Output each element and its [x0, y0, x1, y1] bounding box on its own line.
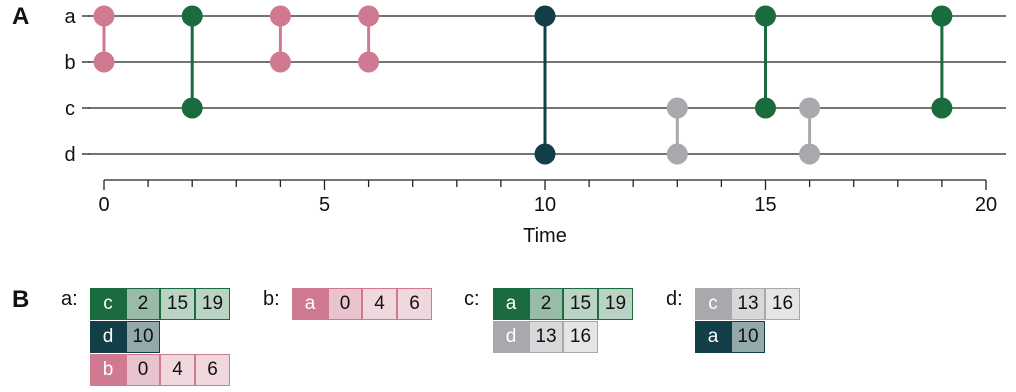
table-key-cell: d	[90, 321, 126, 353]
adjacency-tables: a: c 2 15 19 d 10 b 0 4 6 b: a 0 4 6 c: a 2 15 19 d 13 16 d: c 13 1…	[0, 280, 1016, 392]
table-time-cell: 0	[328, 288, 362, 320]
event-dot	[931, 97, 953, 119]
x-tick-label: 10	[534, 194, 556, 216]
table-time-cell: 15	[160, 288, 195, 320]
event-dot	[269, 5, 291, 27]
table-key-cell: c	[695, 288, 731, 320]
table-time-cell: 19	[195, 288, 230, 320]
table-time-cell: 0	[126, 354, 160, 386]
node-label-c: c	[65, 98, 75, 120]
table-time-cell: 19	[598, 288, 633, 320]
event-dot	[755, 5, 776, 27]
event-dot	[666, 97, 688, 119]
table-time-cell: 4	[362, 288, 397, 320]
x-tick-label: 0	[98, 194, 109, 216]
table-time-cell: 6	[397, 288, 432, 320]
x-tick-label: 20	[975, 194, 997, 216]
table-node-label: b:	[263, 288, 280, 310]
event-dot	[755, 97, 776, 119]
event-dot	[534, 5, 556, 27]
node-label-d: d	[64, 144, 75, 166]
table-key-cell: c	[90, 288, 126, 320]
event-dot	[799, 97, 821, 119]
table-time-cell: 2	[529, 288, 563, 320]
table-key-cell: b	[90, 354, 126, 386]
x-tick-label: 5	[319, 194, 330, 216]
table-node-label: a:	[61, 288, 78, 310]
event-dot	[358, 5, 380, 27]
event-dot	[93, 51, 115, 73]
table-key-cell: a	[292, 288, 328, 320]
table-key-cell: d	[493, 321, 529, 353]
event-dot	[666, 143, 688, 165]
table-time-cell: 2	[126, 288, 160, 320]
timeline-diagram: a b c d 0 5 10 15 20 Time	[64, 5, 1006, 247]
x-axis-title: Time	[523, 225, 567, 247]
event-dot	[269, 51, 291, 73]
table-time-cell: 6	[195, 354, 230, 386]
table-time-cell: 15	[563, 288, 598, 320]
table-node-label: d:	[666, 288, 683, 310]
table-key-cell: a	[695, 321, 731, 353]
table-time-cell: 16	[563, 321, 598, 353]
x-tick-label: 15	[754, 194, 776, 216]
event-dot	[181, 97, 203, 119]
panel-b-label: B	[12, 286, 30, 313]
event-dot	[181, 5, 203, 27]
table-time-cell: 16	[765, 288, 800, 320]
node-label-b: b	[64, 52, 75, 74]
event-dot	[358, 51, 380, 73]
table-time-cell: 10	[731, 321, 765, 353]
event-dot	[534, 143, 556, 165]
panel-a-label: A	[12, 3, 30, 30]
table-time-cell: 4	[160, 354, 195, 386]
event-dot	[931, 5, 953, 27]
table-time-cell: 13	[529, 321, 563, 353]
node-label-a: a	[64, 6, 76, 28]
event-dot	[799, 143, 821, 165]
table-time-cell: 10	[126, 321, 160, 353]
table-key-cell: a	[493, 288, 529, 320]
table-node-label: c:	[464, 288, 480, 310]
event-dot	[93, 5, 115, 27]
table-time-cell: 13	[731, 288, 765, 320]
